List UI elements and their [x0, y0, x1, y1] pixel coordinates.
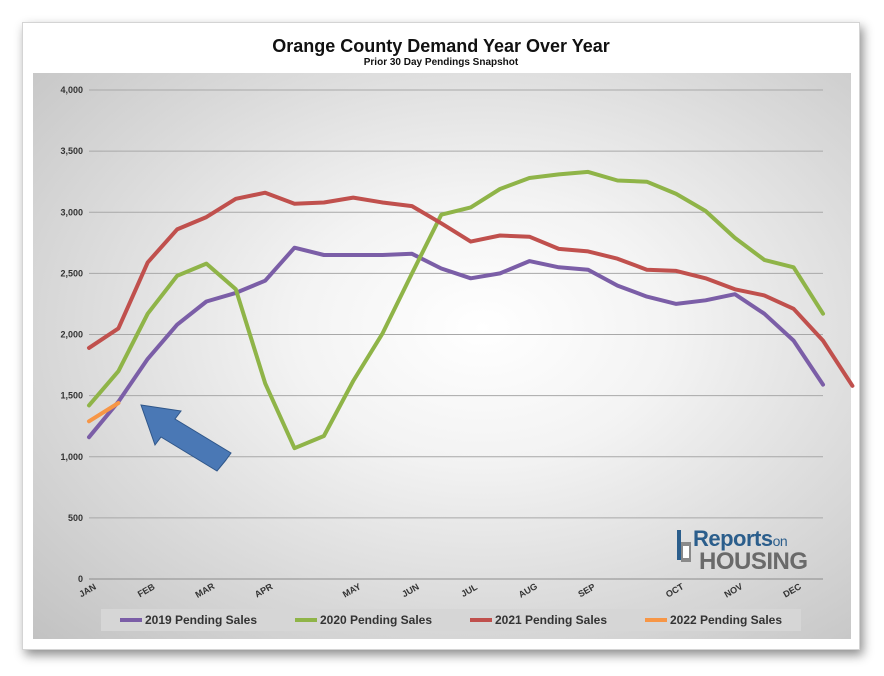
chart-title: Orange County Demand Year Over Year — [272, 36, 610, 56]
reports-on-housing-logo: Reportson HOUSING — [675, 526, 825, 578]
chart-subtitle: Prior 30 Day Pendings Snapshot — [363, 57, 519, 68]
annotation-arrow — [140, 404, 232, 472]
legend-swatch — [469, 618, 492, 622]
logo-text-top: Reportson — [693, 526, 788, 551]
x-tick-label: OCT — [664, 581, 686, 599]
x-tick-label: APR — [253, 581, 275, 599]
legend-entry-2021: 2021 Pending Sales — [469, 613, 608, 627]
x-tick-label: JAN — [77, 582, 98, 600]
line-chart: 05001,0001,5002,0002,5003,0003,5004,000 … — [60, 85, 855, 600]
y-tick-label: 2,500 — [60, 268, 83, 278]
legend-label: 2022 Pending Sales — [669, 613, 783, 627]
chart-frame: Orange County Demand Year Over Year Prio… — [22, 22, 860, 650]
y-tick-label: 3,000 — [60, 207, 83, 217]
y-tick-label: 1,500 — [60, 391, 83, 401]
y-tick-label: 500 — [68, 513, 83, 523]
series-line-2021 — [87, 190, 855, 388]
logo-mark-icon — [677, 530, 691, 562]
legend-label: 2021 Pending Sales — [494, 613, 608, 627]
legend-entry-2022: 2022 Pending Sales — [644, 613, 783, 627]
legend-entry-2019: 2019 Pending Sales — [119, 613, 258, 627]
legend-swatch — [294, 618, 317, 622]
x-tick-label: SEP — [576, 582, 597, 600]
y-tick-label: 4,000 — [60, 85, 83, 95]
arrow-icon — [140, 404, 232, 472]
legend-entry-2020: 2020 Pending Sales — [294, 613, 433, 627]
plot-background — [33, 73, 851, 639]
series-line-2019 — [87, 245, 825, 440]
legend-label: 2019 Pending Sales — [144, 613, 258, 627]
x-tick-label: MAR — [194, 581, 217, 600]
series-line-2022 — [87, 401, 121, 424]
x-tick-label: AUG — [517, 581, 539, 600]
series-lines — [87, 169, 855, 451]
x-tick-label: DEC — [781, 581, 803, 599]
x-tick-label: JUL — [459, 582, 479, 599]
y-tick-labels: 0 500 1,000 1,500 2,000 2,500 3,000 3,500 4,000 — [60, 85, 83, 584]
y-tick-label: 1,000 — [60, 452, 83, 462]
legend-swatch — [644, 618, 667, 622]
x-tick-label: NOV — [722, 581, 744, 599]
logo-text-bottom: HOUSING — [699, 548, 808, 575]
gridlines — [89, 89, 823, 580]
x-tick-label: FEB — [136, 581, 157, 599]
y-tick-label: 2,000 — [60, 330, 83, 340]
legend-label: 2020 Pending Sales — [319, 613, 433, 627]
y-tick-label: 3,500 — [60, 146, 83, 156]
x-tick-label: MAY — [341, 581, 363, 599]
series-line-2020 — [87, 169, 825, 451]
legend: 2019 Pending Sales 2020 Pending Sales 2021… — [101, 609, 801, 631]
legend-swatch — [119, 618, 142, 622]
y-tick-label: 0 — [78, 574, 83, 584]
x-tick-labels: JAN FEB MAR APR MAY JUN JUL AUG SEP OCT NOV DEC — [77, 581, 803, 600]
x-tick-label: JUN — [400, 582, 421, 600]
